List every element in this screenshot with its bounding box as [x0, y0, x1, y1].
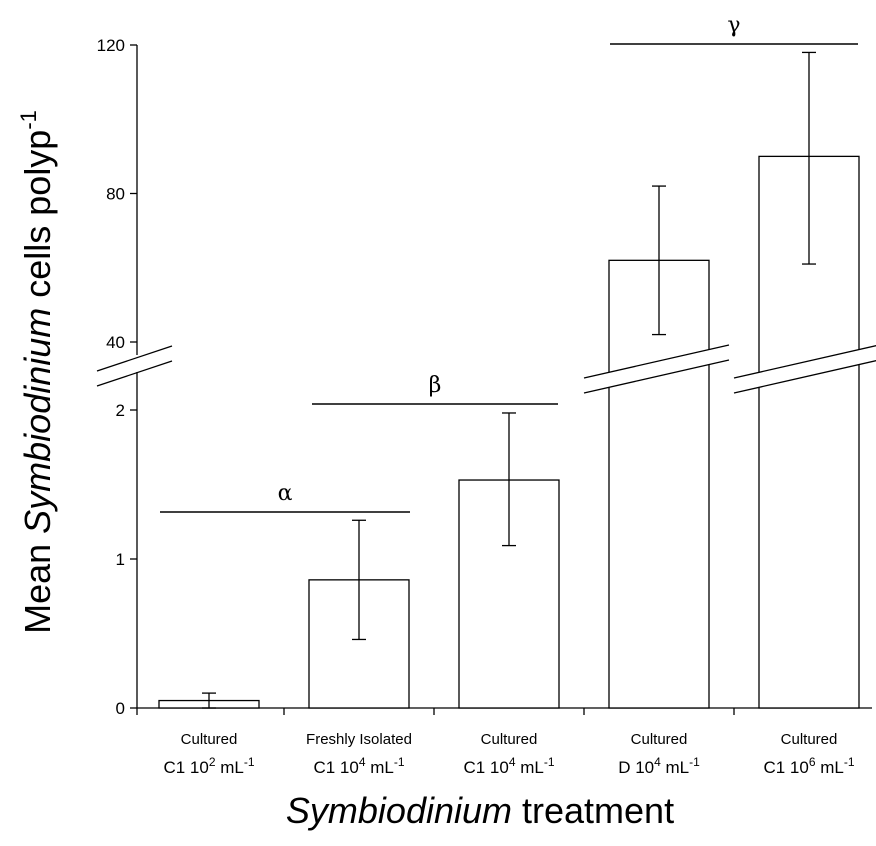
- category-label-unit: mL: [516, 758, 544, 777]
- category-label-unit: mL: [366, 758, 394, 777]
- y-axis-break-mark: [96, 360, 173, 387]
- category-label-line2: C1 102 mL-1: [163, 755, 254, 777]
- category-label-text: C1 10: [463, 758, 508, 777]
- category-label-line2: C1 104 mL-1: [313, 755, 404, 777]
- y-tick-label: 80: [106, 185, 125, 204]
- category-label-unit-exponent: -1: [394, 755, 405, 769]
- category-label-line2: C1 106 mL-1: [763, 755, 854, 777]
- category-label-line1: Cultured: [481, 731, 538, 748]
- category-label-exponent: 2: [209, 755, 216, 769]
- bar-break-mark: [733, 345, 876, 379]
- axis-breaks: [96, 344, 876, 394]
- y-tick-label: 0: [116, 699, 125, 718]
- y-axis-title-post: cells polyp: [17, 130, 58, 308]
- y-tick-label: 1: [116, 550, 125, 569]
- bar-break-gap: [734, 345, 876, 393]
- category-label-text: C1 10: [313, 758, 358, 777]
- category-label-exponent: 4: [359, 755, 366, 769]
- error-bars: [202, 51, 816, 709]
- category-label-text: D 10: [618, 758, 654, 777]
- significance-brackets: α β γ: [160, 13, 858, 513]
- y-axis-title-sup: -1: [16, 110, 41, 130]
- category-label-line1: Cultured: [631, 731, 688, 748]
- x-axis-title: Symbiodinium treatment: [286, 790, 674, 831]
- category-label-line2: D 104 mL-1: [618, 755, 700, 777]
- bar-break-gap: [584, 345, 729, 393]
- category-label-line1: Cultured: [181, 731, 238, 748]
- y-axis-title-italic: Symbiodinium: [17, 308, 58, 534]
- category-label-unit-exponent: -1: [689, 755, 700, 769]
- y-tick-label: 120: [97, 36, 125, 55]
- bar-break-mark: [583, 359, 730, 394]
- category-label-exponent: 4: [509, 755, 516, 769]
- x-axis-title-rest: treatment: [512, 790, 674, 831]
- significance-label: γ: [727, 13, 740, 38]
- bar-break-mark: [583, 344, 730, 379]
- category-label-line1: Freshly Isolated: [306, 731, 412, 748]
- y-axis-title: Mean Symbiodinium cells polyp-1: [16, 110, 58, 634]
- category-label-unit-exponent: -1: [544, 755, 555, 769]
- category-label-unit: mL: [216, 758, 244, 777]
- category-label-unit: mL: [816, 758, 844, 777]
- y-axis-break-mark: [96, 345, 173, 372]
- category-label-text: C1 10: [763, 758, 808, 777]
- category-label-line1: Cultured: [781, 731, 838, 748]
- y-axis-title-pre: Mean: [17, 534, 58, 634]
- x-axis-title-italic: Symbiodinium: [286, 790, 512, 831]
- bar: [758, 155, 860, 709]
- significance-label: β: [429, 373, 442, 398]
- category-label-exponent: 6: [809, 755, 816, 769]
- category-label-unit: mL: [661, 758, 689, 777]
- category-label-exponent: 4: [654, 755, 661, 769]
- significance-label: α: [278, 481, 293, 506]
- bar-break-mark: [733, 360, 876, 394]
- y-axis-break-gap: [135, 356, 139, 371]
- category-label-unit-exponent: -1: [244, 755, 255, 769]
- category-label-unit-exponent: -1: [844, 755, 855, 769]
- y-tick-label: 2: [116, 401, 125, 420]
- category-label-line2: C1 104 mL-1: [463, 755, 554, 777]
- y-tick-label: 40: [106, 333, 125, 352]
- category-label-text: C1 10: [163, 758, 208, 777]
